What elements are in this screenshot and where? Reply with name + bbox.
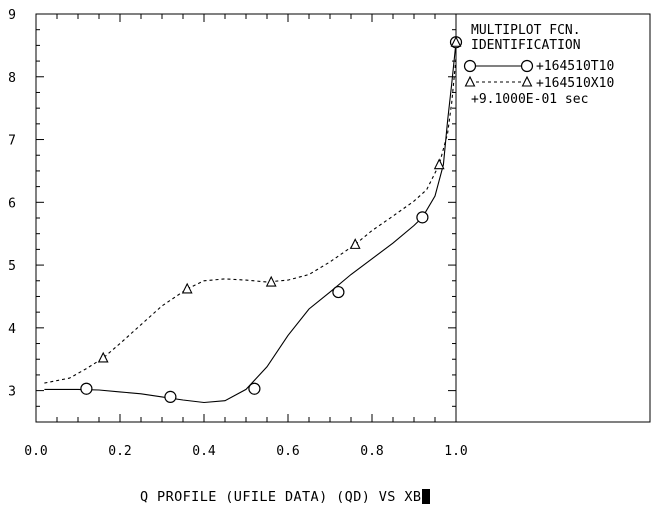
y-tick-label: 5 — [8, 259, 16, 274]
legend-sample-dashed-triangle — [464, 75, 533, 87]
circle-marker — [463, 59, 477, 73]
circle-marker — [164, 390, 177, 403]
legend-footer-time: +9.1000E-01 sec — [471, 92, 588, 107]
circle-marker — [520, 59, 534, 73]
triangle-marker — [464, 75, 476, 87]
x-tick-label: 0.0 — [24, 444, 47, 459]
y-tick-label: 7 — [8, 134, 16, 149]
x-tick-label: 0.8 — [360, 444, 383, 459]
circle-marker — [80, 382, 93, 395]
triangle-marker — [97, 351, 109, 363]
triangle-marker — [181, 282, 193, 294]
series-line-0 — [44, 42, 457, 404]
plot-caption: Q PROFILE (UFILE DATA) (QD) VS XB — [140, 489, 431, 505]
circle-marker — [416, 211, 429, 224]
triangle-marker — [433, 158, 445, 170]
x-tick-label: 0.4 — [192, 444, 216, 459]
plot-caption-text: Q PROFILE (UFILE DATA) (QD) VS XB — [140, 489, 422, 505]
x-tick-label: 0.2 — [108, 444, 131, 459]
legend-entry-1: +164510X10 — [536, 76, 614, 91]
y-tick-label: 4 — [8, 322, 16, 337]
legend-entry-0: +164510T10 — [536, 59, 614, 74]
series-lines — [44, 42, 457, 404]
legend-header-line1: MULTIPLOT FCN. — [471, 23, 581, 38]
triangle-marker — [349, 238, 361, 249]
axis-ticks: 0.0 0.2 0.4 0.6 0.8 1.0 3 4 5 6 7 8 9 — [8, 8, 468, 459]
x-tick-label: 0.6 — [276, 444, 299, 459]
x-tick-label: 1.0 — [444, 444, 467, 459]
y-tick-label: 3 — [8, 385, 16, 400]
y-tick-label: 9 — [8, 8, 16, 23]
legend-sample-solid-circle — [463, 59, 534, 73]
triangle-marker — [450, 36, 462, 47]
y-tick-label: 8 — [8, 71, 16, 86]
legend: MULTIPLOT FCN. IDENTIFICATION +164510T10… — [463, 23, 614, 107]
triangle-marker — [265, 275, 277, 287]
circle-marker — [332, 285, 345, 299]
series-line-1 — [44, 57, 457, 384]
y-tick-label: 6 — [8, 196, 16, 211]
legend-header-line2: IDENTIFICATION — [471, 38, 581, 53]
triangle-marker — [521, 75, 533, 87]
series-markers — [80, 36, 463, 403]
text-cursor — [422, 489, 431, 504]
circle-marker — [248, 382, 261, 395]
